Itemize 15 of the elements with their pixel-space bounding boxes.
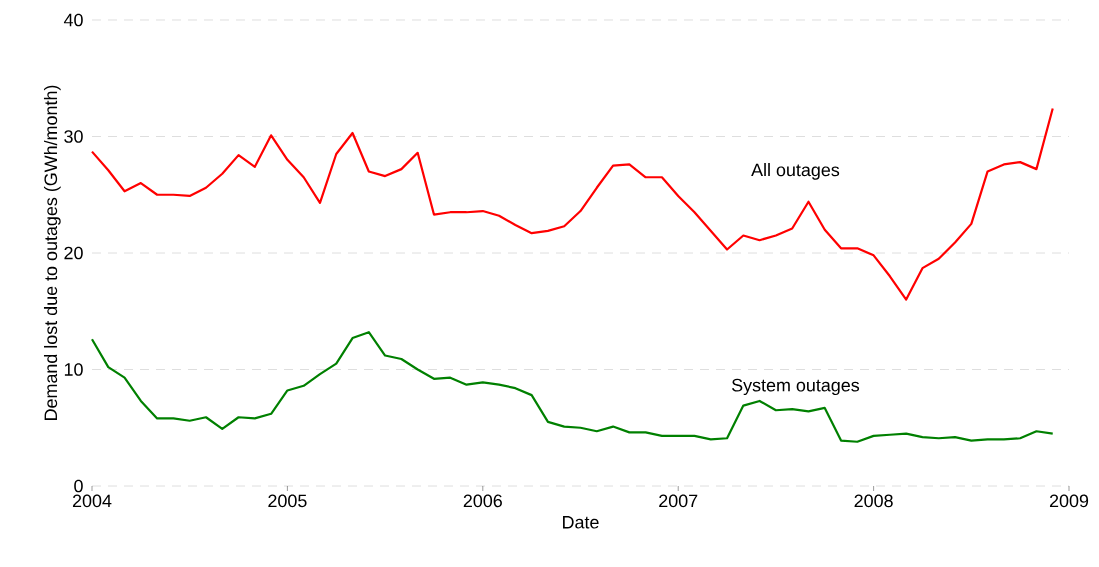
y-tick-label: 30 bbox=[64, 130, 83, 143]
x-tick-label: 2008 bbox=[854, 494, 893, 508]
y-tick-label: 10 bbox=[64, 363, 83, 376]
x-tick-label: 2009 bbox=[1049, 494, 1089, 508]
x-axis-title: Date bbox=[563, 516, 599, 529]
x-tick-label: 2007 bbox=[659, 494, 698, 508]
x-tick-label: 2004 bbox=[72, 494, 112, 508]
x-tick-label: 2006 bbox=[463, 494, 502, 508]
series-label: All outages bbox=[751, 163, 840, 180]
y-axis-title: Demand lost due to outages (GWh/month) bbox=[43, 85, 61, 420]
x-tick-label: 2005 bbox=[268, 494, 307, 508]
y-tick-label: 40 bbox=[63, 13, 83, 27]
series-label: System outages bbox=[731, 378, 860, 396]
y-tick-label: 20 bbox=[64, 246, 83, 260]
y-tick-label: 0 bbox=[74, 479, 83, 493]
